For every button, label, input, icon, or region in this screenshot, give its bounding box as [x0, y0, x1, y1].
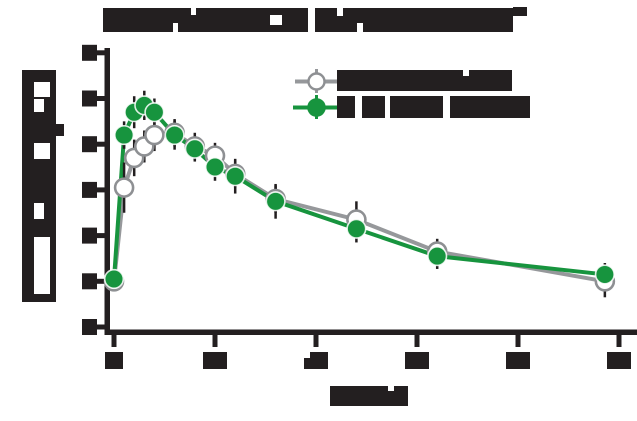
y-tick-mark [93, 141, 105, 147]
title-superscript-redaction [513, 7, 527, 16]
x-tick-mark [616, 335, 622, 347]
legend-label-test-redaction [390, 96, 443, 118]
x-tick-mark [414, 335, 420, 347]
y-axis-line [104, 48, 110, 335]
title-redaction-gap [191, 8, 196, 15]
title-redaction-gap [173, 23, 178, 32]
y-tick-mark [93, 233, 105, 239]
y-tick-label-redacted [82, 181, 97, 198]
x-tick-label-redacted [105, 352, 123, 369]
title-redaction-gap [337, 8, 343, 16]
title-redaction-gap [357, 23, 363, 32]
test-data-point [346, 218, 367, 239]
y-tick-mark [93, 324, 105, 330]
test-data-point [164, 124, 185, 146]
x-tick-label-redacted [506, 352, 530, 369]
x-tick-label-redacted [203, 352, 227, 369]
test-data-point [184, 138, 205, 159]
y-axis-title-superscript-redaction [56, 124, 64, 136]
y-axis-title-gap [34, 143, 50, 159]
y-axis-title-gap [34, 99, 44, 112]
y-axis-title-gap [34, 82, 50, 97]
x-tick-mark [515, 335, 521, 347]
test-data-point [225, 166, 246, 187]
y-tick-mark [93, 96, 105, 101]
x-tick-label-gap [304, 352, 310, 358]
x-axis-line [104, 329, 637, 335]
y-tick-label-redacted [82, 273, 97, 290]
test-data-point [113, 124, 135, 146]
x-tick-label-redacted [607, 352, 631, 369]
reference-data-point [144, 124, 165, 146]
y-tick-mark [93, 187, 105, 193]
x-axis-title-redaction-bar [330, 386, 408, 406]
y-tick-mark [93, 278, 105, 284]
legend-label-test-redaction [337, 96, 355, 118]
y-tick-label-redacted [82, 90, 97, 107]
y-tick-label-redacted [82, 227, 97, 244]
test-data-point [103, 268, 125, 290]
x-tick-mark [313, 335, 319, 347]
test-data-point [594, 264, 615, 285]
reference-data-point [113, 177, 135, 198]
title-redaction-gap [270, 15, 282, 25]
legend-label-test-redaction [362, 96, 385, 118]
y-tick-label-redacted [82, 44, 97, 61]
test-data-point [204, 156, 226, 178]
test-series-line [112, 102, 606, 280]
x-tick-label-redacted [405, 352, 429, 369]
legend-label-gap [463, 70, 469, 76]
y-tick-mark [93, 50, 105, 56]
y-axis-title-gap [34, 237, 50, 294]
legend-label-reference-redaction [337, 70, 512, 91]
x-tick-mark [111, 335, 117, 347]
x-tick-mark [212, 335, 218, 347]
legend-reference-marker-icon [307, 72, 326, 91]
legend-test-marker-icon [307, 98, 326, 117]
test-data-point [144, 102, 165, 123]
legend-label-test-redaction [450, 96, 530, 118]
test-data-point [265, 191, 286, 212]
y-axis-title-gap [34, 203, 44, 219]
chart-title-redaction-bar-2 [315, 8, 513, 32]
x-axis-title-gap [388, 386, 394, 391]
test-data-point [427, 246, 448, 267]
y-tick-label-redacted [82, 136, 97, 153]
y-tick-label-redacted [82, 319, 97, 335]
